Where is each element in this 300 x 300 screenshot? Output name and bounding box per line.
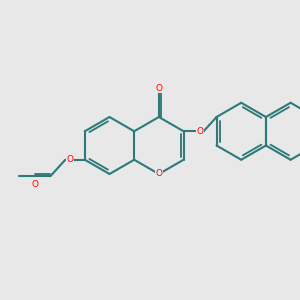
Text: O: O <box>32 180 39 189</box>
Text: O: O <box>155 84 162 93</box>
Text: O: O <box>66 155 73 164</box>
Text: O: O <box>197 127 204 136</box>
Text: O: O <box>155 169 162 178</box>
